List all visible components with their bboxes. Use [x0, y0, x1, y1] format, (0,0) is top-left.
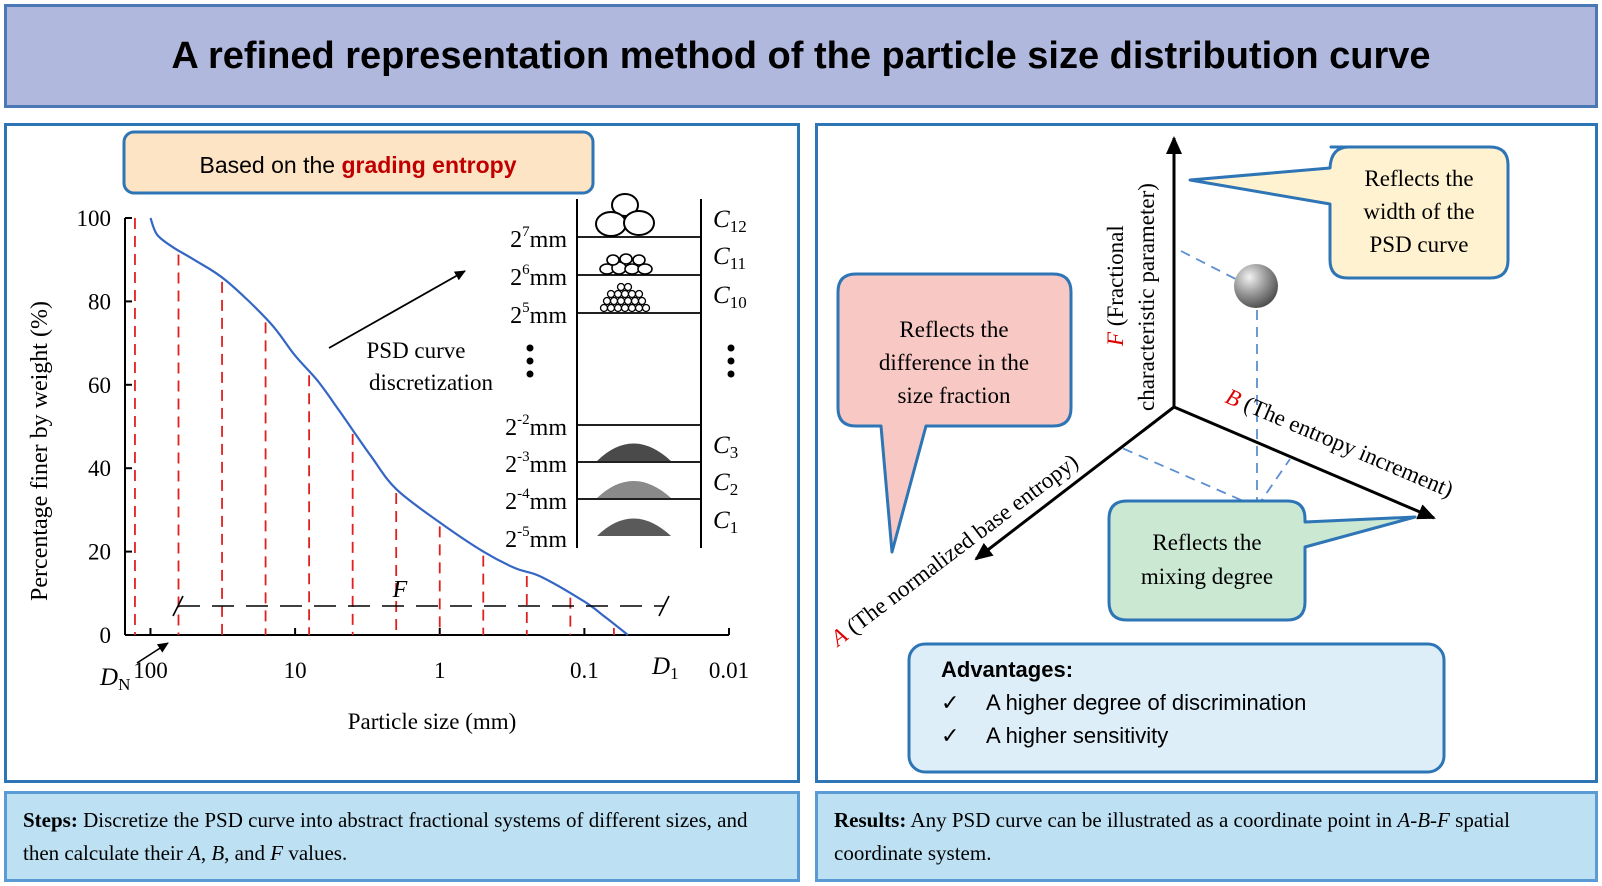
d1-label: D1 — [651, 653, 679, 683]
callout-difference-line2: difference in the — [879, 350, 1029, 375]
callout-mixing — [1107, 499, 1417, 622]
callout-width-line1: Reflects the — [1364, 166, 1473, 191]
y-tick-label: 0 — [100, 623, 112, 648]
steps-f: F — [270, 841, 284, 865]
c3-pile — [597, 443, 671, 461]
fraction-label: 2-2mm — [505, 412, 567, 441]
x-tick-label: 0.01 — [709, 658, 749, 683]
x-tick-label: 10 — [284, 658, 307, 683]
y-tick-label: 100 — [77, 206, 112, 231]
steps-sep-1: , — [200, 841, 212, 865]
y-tick-label: 20 — [88, 540, 111, 565]
advantage-text-2: A higher sensitivity — [986, 723, 1168, 748]
dn-label: DN — [99, 664, 130, 694]
c2-pile — [597, 481, 671, 498]
steps-text-2: values. — [283, 841, 348, 865]
advantages-title: Advantages: — [941, 657, 1073, 682]
curve-label-line2: discretization — [369, 370, 493, 395]
y-axis-label: Percentage finer by weight (%) — [27, 301, 53, 601]
results-abf: A-B-F — [1397, 808, 1450, 832]
fraction-label: 26mm — [510, 262, 567, 291]
y-ticks: 100 80 60 40 20 0 — [77, 206, 132, 648]
callout-difference — [836, 272, 1073, 554]
x-tick-label: 0.1 — [570, 658, 599, 683]
advantage-text-1: A higher degree of discrimination — [986, 690, 1306, 715]
steps-box: Steps: Discretize the PSD curve into abs… — [4, 791, 800, 882]
results-box: Results: Any PSD curve can be illustrate… — [815, 791, 1598, 882]
class-label: C11 — [713, 243, 746, 273]
c12-particles — [595, 193, 655, 237]
callout-mixing-line1: Reflects the — [1152, 530, 1261, 555]
steps-sep-2: , and — [224, 841, 271, 865]
psd-curve — [149, 217, 629, 636]
results-text-2: spatial coordinate system. — [834, 808, 1510, 865]
f-axis-label-1: F (Fractional — [1103, 225, 1128, 347]
callout-width — [1188, 145, 1510, 280]
steps-a: A — [188, 841, 201, 865]
right-panel: F (Fractional characteristic parameter) … — [815, 123, 1598, 783]
y-tick-label: 40 — [88, 456, 111, 481]
coordinate-point — [1234, 264, 1278, 308]
steps-text-1: Discretize the PSD curve into abstract f… — [23, 808, 748, 865]
callout-mixing-line2: mixing degree — [1141, 564, 1273, 589]
discretization-lines — [134, 218, 615, 635]
left-panel: Based on the grading entropy Percentage … — [4, 123, 800, 783]
callout-difference-line1: Reflects the — [899, 317, 1008, 342]
results-label: Results: — [834, 808, 907, 832]
advantages-box — [907, 642, 1446, 774]
a-axis — [974, 405, 1175, 561]
callout-difference-line3: size fraction — [897, 383, 1011, 408]
title-banner: A refined representation method of the p… — [4, 4, 1598, 108]
class-label: C12 — [713, 206, 747, 236]
f-span-tick-left — [172, 595, 184, 617]
callout-width-line2: width of the — [1363, 199, 1474, 224]
abf-coordinate-diagram: F (Fractional characteristic parameter) … — [824, 136, 1510, 774]
y-tick-label: 60 — [88, 373, 111, 398]
results-text-1: Any PSD curve can be illustrated as a co… — [906, 808, 1398, 832]
x-axis-label: Particle size (mm) — [348, 709, 517, 734]
page-title: A refined representation method of the p… — [171, 34, 1431, 77]
c10-particles — [599, 282, 651, 313]
y-tick-label: 80 — [88, 289, 111, 314]
c11-particles — [599, 253, 653, 275]
dn-arrow — [136, 642, 169, 664]
f-span-label: F — [392, 577, 408, 603]
discretization-arrow — [328, 270, 466, 349]
fraction-labels: 27mm 26mm 25mm 2-2mm 2-3mm 2-4mm 2-5mm — [505, 224, 567, 553]
fraction-label: 2-5mm — [505, 524, 567, 553]
f-axis-label-2: characteristic parameter) — [1134, 183, 1159, 411]
class-label: C2 — [713, 469, 738, 499]
steps-b: B — [211, 841, 225, 865]
steps-label: Steps: — [23, 808, 78, 832]
fraction-column — [526, 193, 735, 548]
psd-chart: Based on the grading entropy Percentage … — [27, 130, 749, 734]
class-label: C3 — [713, 432, 738, 462]
b-axis — [1173, 405, 1436, 520]
fraction-label: 2-3mm — [505, 449, 567, 478]
advantage-check-1: ✓ — [941, 690, 959, 715]
c1-pile — [597, 518, 671, 536]
fraction-label: 2-4mm — [505, 486, 567, 515]
class-label: C10 — [713, 282, 747, 312]
f-span-tick-right — [658, 595, 670, 617]
class-labels: C12 C11 C10 C3 C2 C1 — [713, 206, 747, 537]
curve-label-line1: PSD curve — [366, 338, 465, 363]
fraction-label: 27mm — [510, 224, 567, 253]
x-ticks: 100 10 1 0.1 0.01 — [133, 628, 749, 683]
fraction-label: 25mm — [510, 300, 567, 329]
callout-width-line3: PSD curve — [1369, 232, 1468, 257]
grading-entropy-badge — [122, 130, 595, 195]
badge-text: Based on the grading entropy — [199, 152, 516, 178]
x-tick-label: 1 — [434, 658, 446, 683]
a-axis-label: A (The normalized base entropy) — [824, 449, 1082, 652]
advantage-check-2: ✓ — [941, 723, 959, 748]
class-label: C1 — [713, 507, 738, 537]
